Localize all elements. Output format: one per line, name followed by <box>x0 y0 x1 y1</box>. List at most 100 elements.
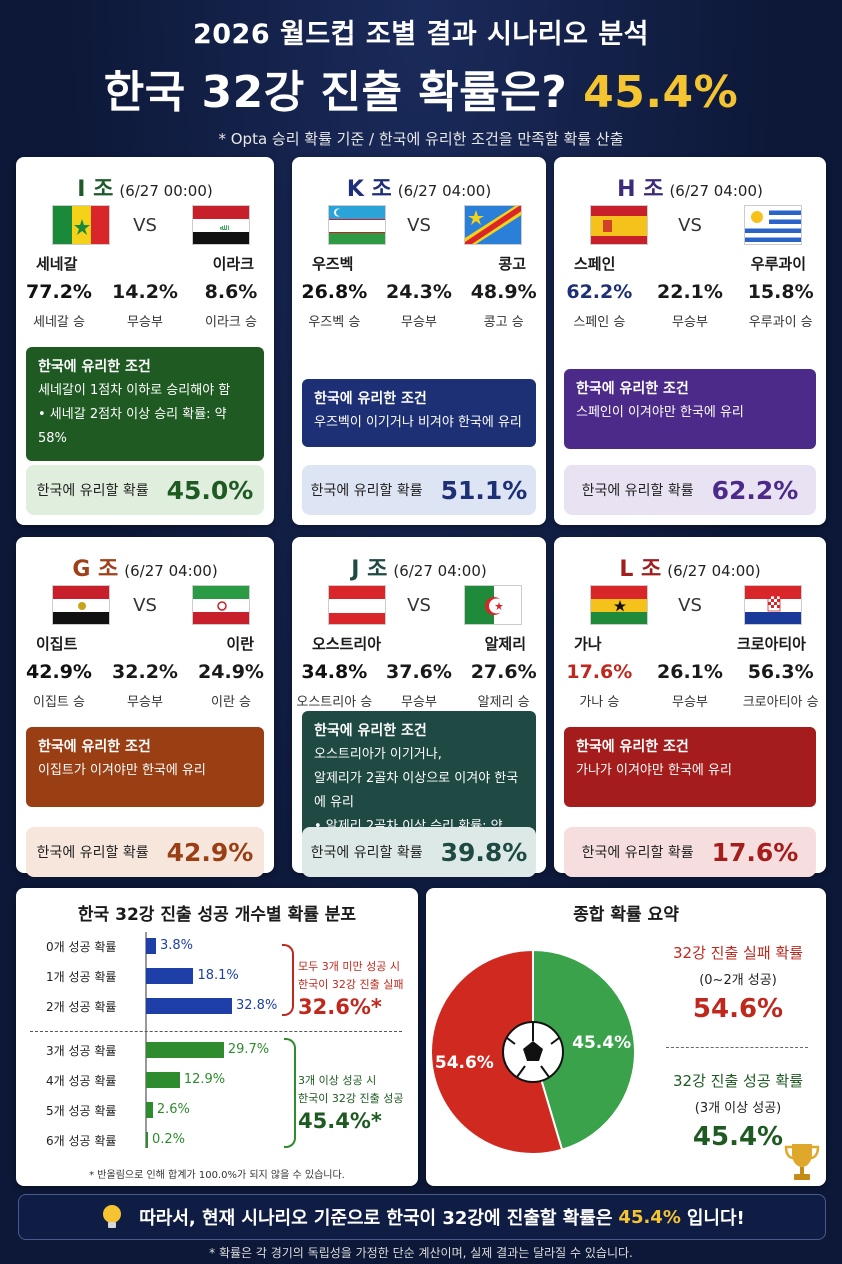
probability-value: 42.9% <box>166 837 254 867</box>
fail-summary-value: 54.6% <box>692 994 784 1024</box>
condition-title: 한국에 유리한 조건 <box>314 391 427 407</box>
pie-slice <box>532 948 636 1152</box>
team-left-flag-icon <box>328 205 386 245</box>
favorable-condition-box: 한국에 유리한 조건 이집트가 이겨야만 한국에 유리 <box>26 727 264 807</box>
group-card: H 조 (6/27 04:00) VS 스페인 우루과이 62.2% 22.1% … <box>554 157 826 525</box>
group-title: L 조 (6/27 04:00) <box>554 551 826 583</box>
pie-slice <box>430 948 564 1155</box>
team-left-flag-icon <box>590 205 648 245</box>
distribution-bar <box>146 1072 180 1088</box>
group-card: I 조 (6/27 00:00) VS ﷲ 세네갈 이라크 77.2% 14.2%… <box>16 157 274 525</box>
probability-label: 한국에 유리할 확률 <box>581 845 694 861</box>
conclusion-suffix: 입니다! <box>686 1208 745 1229</box>
fail-value: 32.6%* <box>298 995 382 1019</box>
category-label: 5개 성공 확률 <box>46 1104 117 1118</box>
match-time: (6/27 04:00) <box>667 562 761 580</box>
favorable-probability: 한국에 유리할 확률 17.6% <box>564 827 816 877</box>
draw-label: 무승부 <box>672 315 708 330</box>
condition-title: 한국에 유리한 조건 <box>38 359 151 375</box>
probability-value: 62.2% <box>711 475 799 505</box>
right-win-pct: 24.9% <box>198 661 264 683</box>
footer-note: * 확률은 각 경기의 독립성을 가정한 단순 계산이며, 실제 결과는 달라질… <box>209 1246 633 1260</box>
page-title-value: 45.4% <box>583 67 739 118</box>
page-title: 한국 32강 진출 확률은? 45.4% <box>0 56 842 120</box>
condition-line: • 세네갈 2점차 이상 승리 확률: 약 58% <box>38 407 227 446</box>
favorable-probability: 한국에 유리할 확률 45.0% <box>26 465 264 515</box>
probability-value: 39.8% <box>440 837 528 867</box>
draw-label: 무승부 <box>127 695 163 710</box>
team-left-name: 가나 <box>574 635 602 653</box>
condition-line: 이집트가 이겨야만 한국에 유리 <box>38 763 206 778</box>
summary-card: 종합 확률 요약 45.4% 54.6% 32강 진출 실패 확률 (0~2개 성… <box>426 888 826 1186</box>
vs-label: VS <box>678 595 702 616</box>
right-win-label: 콩고 승 <box>483 315 524 330</box>
condition-title: 한국에 유리한 조건 <box>314 723 427 739</box>
distribution-bar <box>146 1042 224 1058</box>
group-card: G 조 (6/27 04:00) VS 이집트 이란 42.9% 32.2% 24… <box>16 537 274 877</box>
value-label: 18.1% <box>197 968 239 983</box>
team-right-name: 이라크 <box>212 255 254 273</box>
team-right-name: 알제리 <box>484 635 526 653</box>
probability-value: 45.0% <box>166 475 254 505</box>
success-note-line-2: 한국이 32강 진출 성공 <box>298 1092 404 1105</box>
vs-label: VS <box>407 595 431 616</box>
probability-value: 51.1% <box>440 475 528 505</box>
pie-slice-label: 45.4% <box>572 1033 631 1053</box>
right-win-label: 크로아티아 승 <box>742 695 819 710</box>
group-card: L 조 (6/27 04:00) VS 가나 크로아티아 17.6% 26.1% … <box>554 537 826 877</box>
left-win-pct: 34.8% <box>301 661 368 683</box>
category-label: 0개 성공 확률 <box>46 940 117 954</box>
favorable-condition-box: 한국에 유리한 조건 세네갈이 1점차 이하로 승리해야 함 • 세네갈 2점차 … <box>26 347 264 461</box>
distribution-footnote: * 반올림으로 인해 합계가 100.0%가 되지 않을 수 있습니다. <box>89 1170 345 1181</box>
left-win-pct: 26.8% <box>301 281 368 303</box>
team-left-name: 스페인 <box>574 255 616 273</box>
draw-pct: 37.6% <box>386 661 452 683</box>
vs-label: VS <box>678 215 702 236</box>
success-note-line-1: 3개 이상 성공 시 <box>298 1074 377 1087</box>
distribution-row: 1개 성공 확률 18.1% <box>46 966 306 986</box>
probability-label: 한국에 유리할 확률 <box>36 483 149 499</box>
pie-slice-label: 54.6% <box>435 1053 494 1073</box>
fail-bracket <box>282 944 294 1016</box>
draw-pct: 14.2% <box>112 281 178 303</box>
team-left-name: 우즈벡 <box>312 255 354 273</box>
group-card: J 조 (6/27 04:00) VS 오스트리아 알제리 34.8% 37.6%… <box>292 537 546 877</box>
value-label: 0.2% <box>152 1132 186 1147</box>
draw-label: 무승부 <box>672 695 708 710</box>
conclusion-value: 45.4% <box>618 1206 681 1228</box>
summary-pie-chart: 45.4% 54.6% <box>430 948 636 1155</box>
favorable-condition-box: 한국에 유리한 조건 가나가 이겨야만 한국에 유리 <box>564 727 816 807</box>
distribution-row: 3개 성공 확률 29.7% <box>46 1040 306 1060</box>
group-name: L 조 <box>619 557 662 582</box>
right-win-pct: 48.9% <box>470 281 537 303</box>
probability-label: 한국에 유리할 확률 <box>310 845 423 861</box>
condition-line: 스페인이 이겨야만 한국에 유리 <box>576 405 744 420</box>
value-label: 3.8% <box>159 938 193 953</box>
right-win-pct: 56.3% <box>747 661 814 683</box>
draw-label: 무승부 <box>401 315 437 330</box>
condition-title: 한국에 유리한 조건 <box>38 739 151 755</box>
vs-label: VS <box>133 215 157 236</box>
distribution-title: 한국 32강 진출 성공 개수별 확률 분포 <box>77 905 357 925</box>
group-name: H 조 <box>617 177 664 202</box>
page-title-text: 한국 32강 진출 확률은? <box>103 67 568 118</box>
distribution-row: 5개 성공 확률 2.6% <box>46 1100 306 1120</box>
distribution-card: 한국 32강 진출 성공 개수별 확률 분포 0개 성공 확률 3.8% 1개 … <box>16 888 418 1186</box>
left-win-label: 이집트 승 <box>33 695 85 710</box>
favorable-condition-box: 한국에 유리한 조건 우즈벡이 이기거나 비겨야 한국에 유리 <box>302 379 536 447</box>
chart-divider <box>30 1031 402 1032</box>
success-value: 45.4%* <box>298 1109 382 1133</box>
success-bracket <box>284 1038 296 1148</box>
success-summary-value: 45.4% <box>692 1122 784 1152</box>
left-win-label: 스페인 승 <box>573 315 626 330</box>
distribution-bar <box>146 968 194 984</box>
draw-label: 무승부 <box>127 315 163 330</box>
distribution-row: 0개 성공 확률 3.8% <box>46 936 306 956</box>
distribution-bar <box>146 938 156 954</box>
left-win-label: 세네갈 승 <box>33 315 85 330</box>
left-win-label: 오스트리아 승 <box>296 695 373 710</box>
distribution-bar <box>146 1102 153 1118</box>
fail-note-line-1: 모두 3개 미만 성공 시 <box>298 960 400 973</box>
condition-title: 한국에 유리한 조건 <box>576 381 689 397</box>
left-win-pct: 62.2% <box>566 281 633 303</box>
